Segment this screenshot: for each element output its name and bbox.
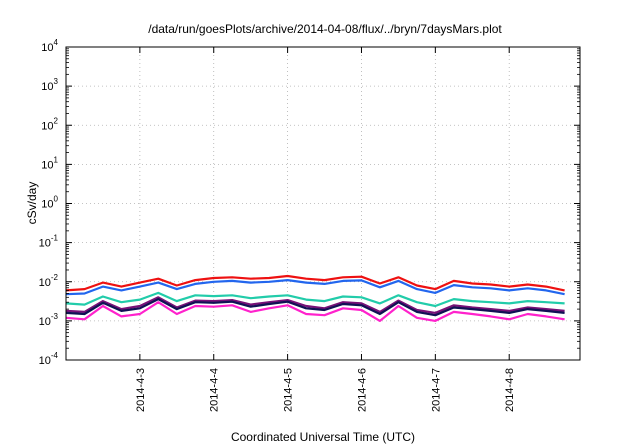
y-tick-label: 101 xyxy=(41,155,58,171)
series-group xyxy=(65,274,565,322)
series-line xyxy=(65,296,565,314)
series-line xyxy=(65,301,565,322)
x-tick-labels: 2014-4-3 2014-4-4 2014-4-5 2014-4-6 2014-4-7… xyxy=(135,368,516,412)
chart-title: /data/run/goesPlots/archive/2014-04-08/f… xyxy=(148,22,502,36)
x-tick-label: 2014-4-6 xyxy=(356,368,368,412)
y-axis-label: cSv/day xyxy=(25,182,39,225)
y-tick-label: 103 xyxy=(41,77,58,93)
series-line xyxy=(65,291,565,308)
series-line xyxy=(65,274,565,292)
y-tick-label: 10-4 xyxy=(39,351,59,367)
x-tick-label: 2014-4-7 xyxy=(430,368,442,412)
x-tick-label: 2014-4-5 xyxy=(283,368,295,412)
ticks xyxy=(66,46,580,361)
y-tick-labels: 10-4 10-3 10-2 10-1 100 101 102 103 104 xyxy=(39,38,59,367)
y-tick-label: 100 xyxy=(41,195,58,211)
x-tick-label: 2014-4-8 xyxy=(504,368,516,412)
series-line xyxy=(65,279,565,296)
y-tick-label: 102 xyxy=(41,116,58,132)
series-line xyxy=(65,298,565,317)
y-tick-label: 10-3 xyxy=(39,312,59,328)
y-tick-label: 10-2 xyxy=(39,273,59,289)
x-tick-label: 2014-4-4 xyxy=(209,368,221,412)
x-axis-label: Coordinated Universal Time (UTC) xyxy=(231,430,415,444)
x-tick-label: 2014-4-3 xyxy=(135,368,147,412)
y-tick-label: 10-1 xyxy=(39,234,59,250)
y-tick-label: 104 xyxy=(41,38,58,54)
